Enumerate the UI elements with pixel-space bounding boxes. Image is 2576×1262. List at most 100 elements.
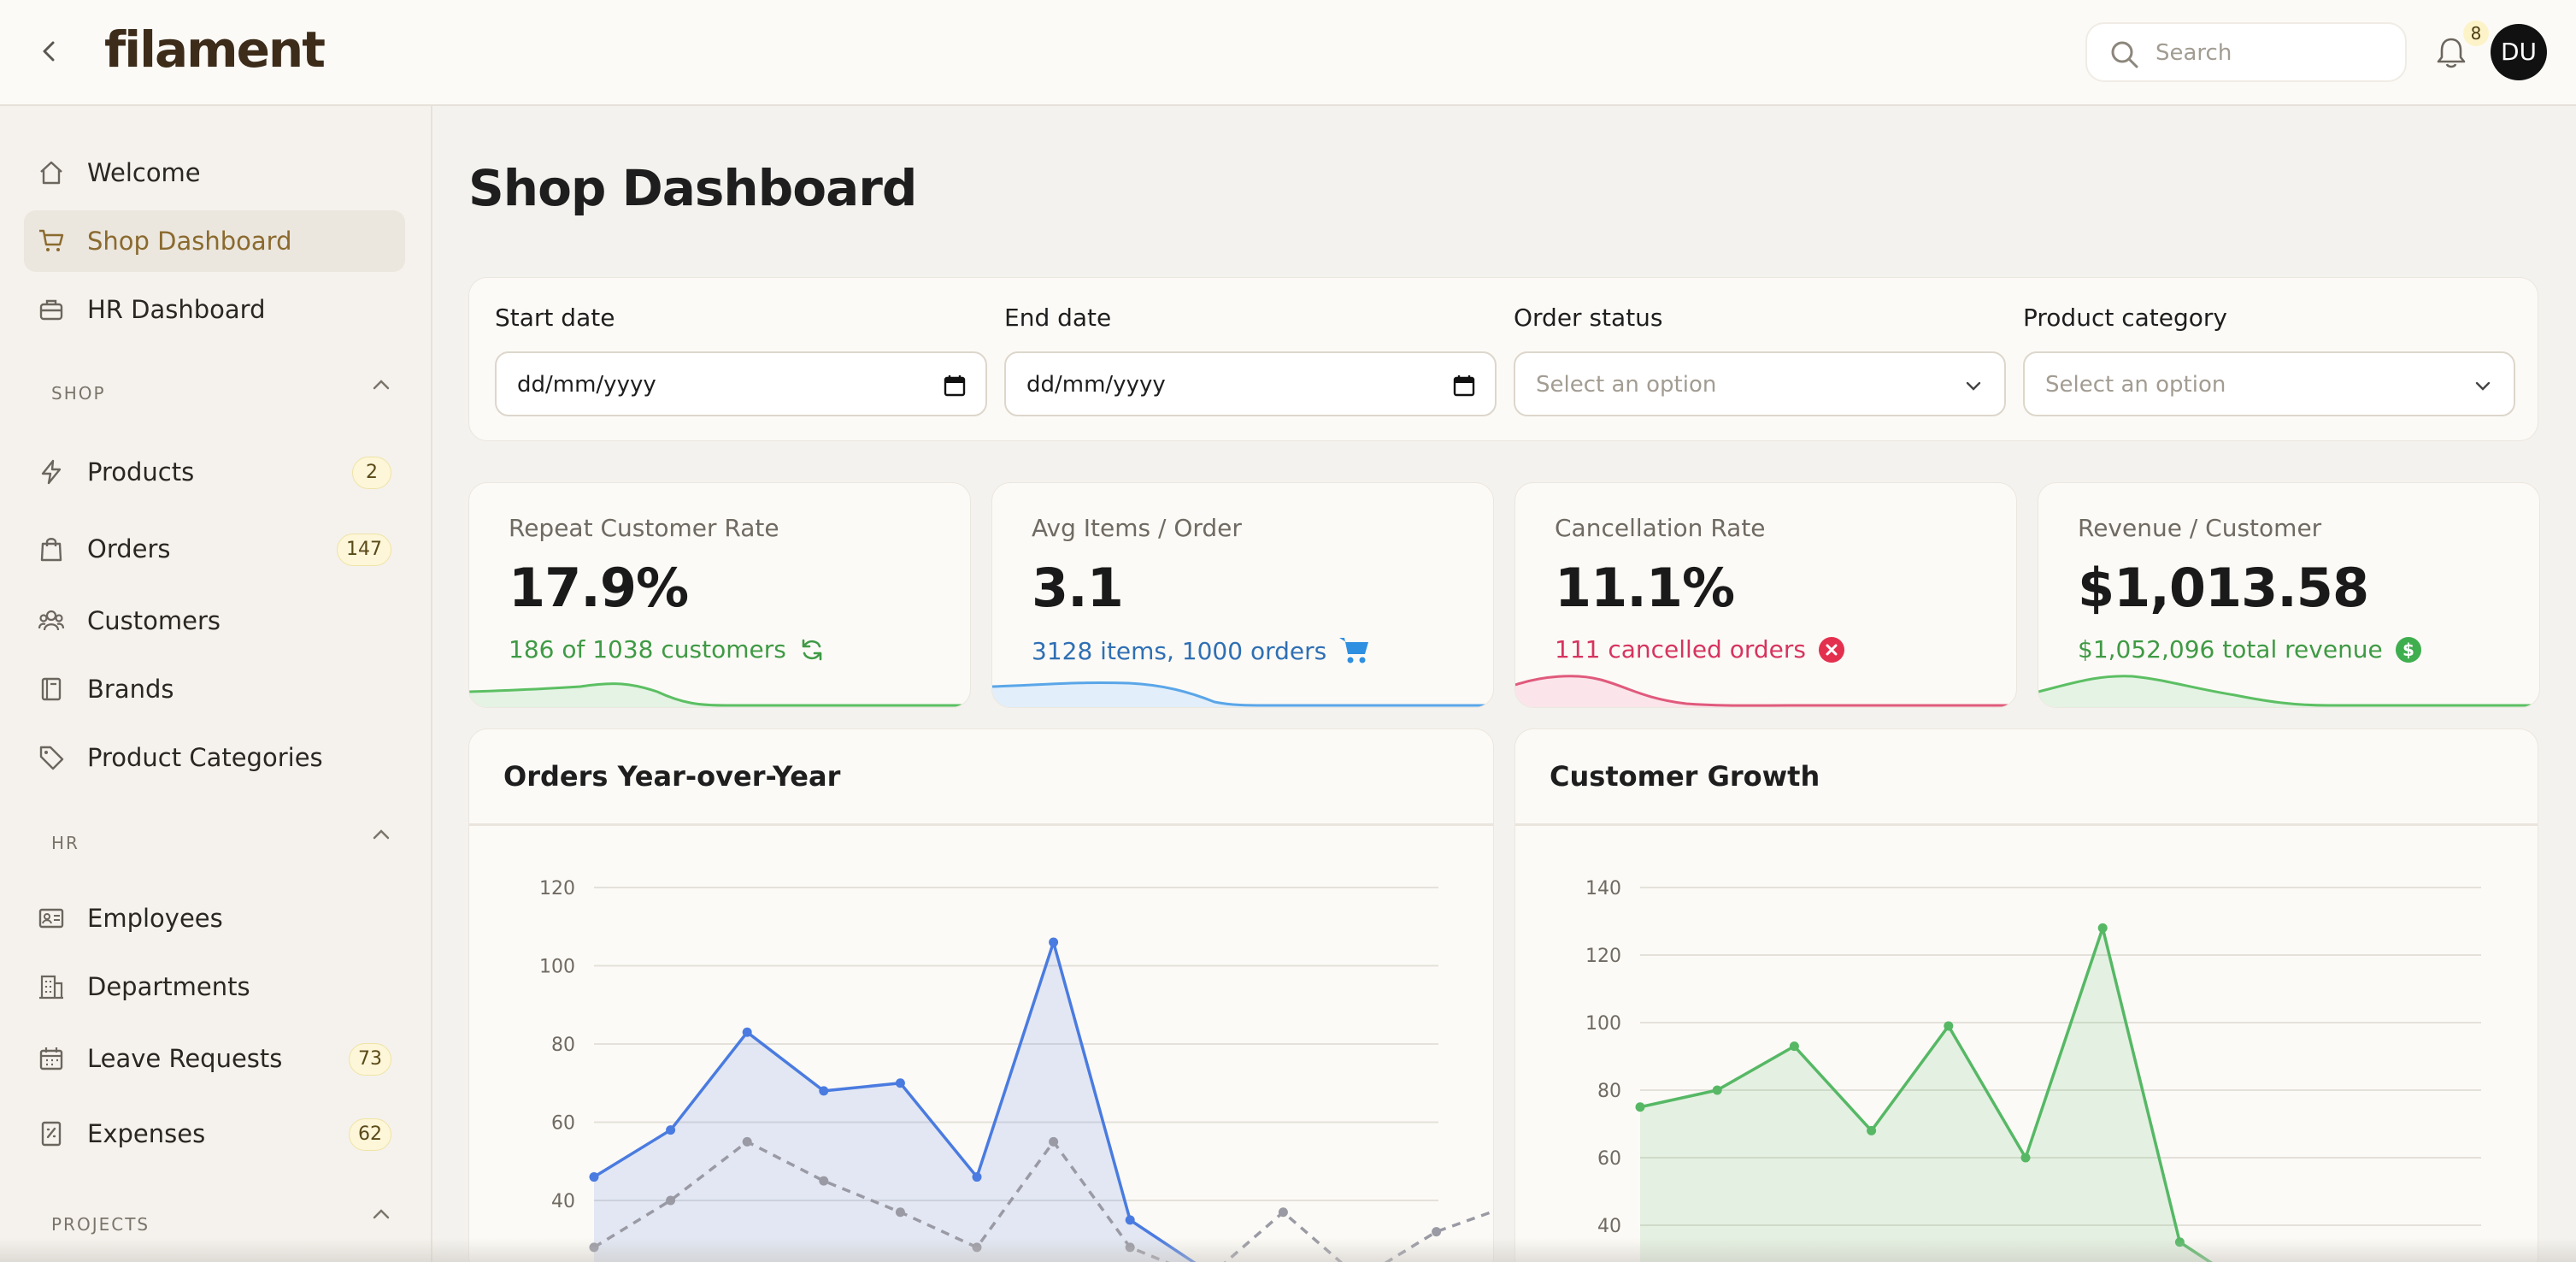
stat-description: 186 of 1038 customers [509,635,826,663]
y-tick-label: 40 [1597,1216,1621,1237]
sidebar-item-expenses[interactable]: Expenses 62 [24,1103,405,1165]
notification-badge: 8 [2463,21,2489,46]
sidebar-item-label: Employees [87,904,223,933]
orders-yoy-chart: 120 100 80 60 40 [539,878,1493,1262]
search-box[interactable] [2085,22,2407,82]
page-title: Shop Dashboard [468,159,917,217]
data-point [589,1242,599,1253]
dollar-circle-icon: $ [2395,636,2421,663]
stat-card-repeat-customer-rate: Repeat Customer Rate 17.9% 186 of 1038 c… [468,482,971,708]
count-badge: 62 [349,1118,391,1151]
y-tick-label: 100 [1585,1013,1621,1035]
stat-value: 11.1% [1555,557,1735,619]
stat-card-avg-items-order: Avg Items / Order 3.1 3128 items, 1000 o… [991,482,1494,708]
sidebar-group-label-shop: SHOP [51,383,106,404]
series-area [1640,928,2210,1262]
chevron-down-icon [1966,381,1981,391]
sidebar-item-label: Leave Requests [87,1044,283,1073]
shopping-cart-icon [39,229,64,251]
svg-text:$: $ [2403,640,2414,660]
stat-card-cancellation-rate: Cancellation Rate 11.1% 111 cancelled or… [1514,482,2017,708]
data-point [819,1086,829,1096]
product-category-filter: Product category Select an option [2023,304,2515,416]
data-point [1635,1102,1645,1112]
bolt-icon [41,459,62,485]
search-input[interactable] [2155,36,2395,70]
stat-description-text: $1,052,096 total revenue [2078,635,2383,663]
y-tick-label: 140 [1585,878,1621,899]
cart-icon [1339,638,1369,663]
stat-description: $1,052,096 total revenue $ [2078,635,2422,663]
calendar-icon[interactable] [943,374,967,398]
sidebar-item-label: Welcome [87,158,201,187]
start-date-filter: Start date dd/mm/yyyy [495,304,987,416]
y-tick-label: 80 [551,1035,575,1056]
sidebar-item-leave-requests[interactable]: Leave Requests 73 [24,1028,405,1089]
sidebar-item-label: Shop Dashboard [87,227,292,256]
sidebar-item-employees[interactable]: Employees [24,888,405,949]
sidebar-item-label: Expenses [87,1119,206,1148]
id-card-icon [38,908,64,929]
stat-label: Repeat Customer Rate [509,514,779,542]
sidebar-item-shop-dashboard[interactable]: Shop Dashboard [24,210,405,272]
sidebar-item-welcome[interactable]: Welcome [24,142,405,203]
y-tick-label: 80 [1597,1081,1621,1102]
sparkline [1515,675,2016,707]
stat-card-revenue-customer: Revenue / Customer $1,013.58 $1,052,096 … [2038,482,2540,708]
book-icon [41,677,62,701]
orders-yoy-chart-card: Orders Year-over-Year 120 100 80 60 40 [468,728,1494,1262]
stat-label: Revenue / Customer [2078,514,2322,542]
data-point [819,1176,829,1186]
series-area [594,942,1194,1262]
sidebar-item-products[interactable]: Products 2 [24,441,405,503]
data-point [666,1125,676,1135]
sidebar-item-departments[interactable]: Departments [24,956,405,1017]
y-tick-label: 60 [551,1113,575,1135]
chevron-left-icon[interactable] [32,34,67,68]
sparkline [992,681,1493,707]
data-point [1432,1227,1442,1237]
sidebar-item-orders[interactable]: Orders 147 [24,518,405,580]
data-point [2097,923,2108,933]
sidebar-item-label: Brands [87,675,174,704]
x-circle-icon [1818,636,1844,663]
chevron-up-icon[interactable] [369,823,393,846]
data-point [972,1172,982,1182]
stat-description: 111 cancelled orders [1555,635,1845,663]
sidebar-item-product-categories[interactable]: Product Categories [24,727,405,788]
top-bar: filament 8 DU [0,0,2576,106]
sidebar-item-brands[interactable]: Brands [24,658,405,720]
data-point [1125,1215,1135,1225]
receipt-icon [41,1121,62,1147]
data-point [2174,1237,2185,1247]
chart-title: Orders Year-over-Year [503,760,841,793]
start-date-field[interactable]: dd/mm/yyyy [495,351,987,416]
calendar-icon[interactable] [1452,374,1476,398]
y-tick-label: 60 [1597,1148,1621,1170]
data-point [1049,937,1059,947]
stat-description-text: 3128 items, 1000 orders [1032,636,1327,665]
count-badge: 147 [337,534,391,566]
order-status-select[interactable]: Select an option [1514,351,2006,416]
end-date-field[interactable]: dd/mm/yyyy [1004,351,1497,416]
shopping-bag-icon [40,538,62,562]
sidebar-item-customers[interactable]: Customers [24,590,405,652]
data-point [972,1242,982,1253]
bell-icon[interactable] [2432,34,2470,72]
sidebar-item-label: Customers [87,606,221,635]
sidebar-item-label: Orders [87,534,171,563]
app-logo[interactable]: filament [104,21,326,79]
chevron-down-icon [2475,381,2491,391]
avatar[interactable]: DU [2491,24,2547,80]
count-badge: 73 [349,1043,391,1076]
briefcase-icon [39,299,63,321]
stat-description-text: 186 of 1038 customers [509,635,786,663]
product-category-select[interactable]: Select an option [2023,351,2515,416]
stat-description: 3128 items, 1000 orders [1032,635,1371,666]
chevron-up-icon[interactable] [369,373,393,397]
data-point [1789,1041,1799,1052]
data-point [1125,1242,1135,1253]
data-point [1712,1085,1722,1095]
chevron-up-icon[interactable] [369,1202,393,1226]
sidebar-item-hr-dashboard[interactable]: HR Dashboard [24,279,405,340]
